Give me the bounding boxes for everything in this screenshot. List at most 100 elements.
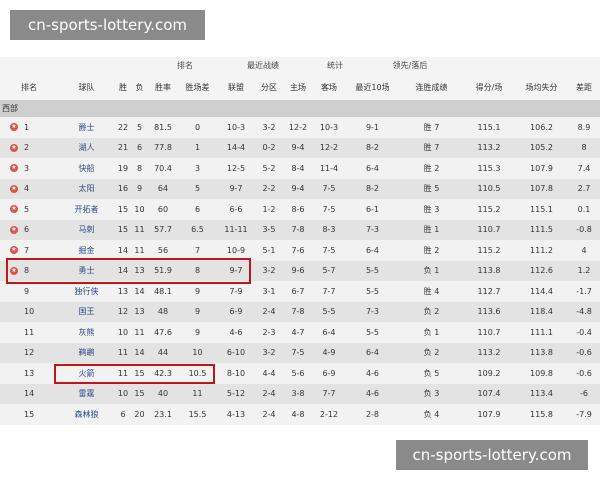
rank-cell: ★ 1	[0, 117, 58, 138]
team-link[interactable]: 灰熊	[58, 322, 115, 343]
stat-cell: 9-6	[283, 260, 313, 281]
column-header[interactable]: 胜场差	[178, 75, 217, 100]
table-row[interactable]: 15 森林狼 6 20 23.1 15.5 4-13 2-4 4-8 2-12 2-8 负 4 107.…	[0, 404, 600, 425]
team-link[interactable]: 爵士	[58, 117, 115, 138]
team-link[interactable]: 火箭	[58, 363, 115, 384]
column-header[interactable]: 球队	[58, 75, 115, 100]
column-header[interactable]: 胜率	[148, 75, 178, 100]
stat-cell: 4-13	[217, 404, 255, 425]
team-link[interactable]: 森林狼	[58, 404, 115, 425]
watermark-top: cn-sports-lottery.com	[10, 10, 205, 40]
stat-cell: 106.2	[515, 117, 568, 138]
team-link[interactable]: 鹈鹕	[58, 342, 115, 363]
column-header[interactable]: 差距	[568, 75, 600, 100]
stat-cell: 114.4	[515, 281, 568, 302]
column-header[interactable]: 负	[131, 75, 148, 100]
table-row[interactable]: 10 国王 12 13 48 9 6-9 2-4 7-8 5-5 7-3 负 2 113.6 118.4-…	[0, 301, 600, 322]
rank-cell: ★ 3	[0, 158, 58, 179]
table-row[interactable]: 12 鹈鹕 11 14 44 10 6-10 3-2 7-5 4-9 6-4 负 2 113.2 113.…	[0, 342, 600, 363]
stat-cell: 2-8	[345, 404, 400, 425]
table-row[interactable]: ★ 8 勇士 14 13 51.9 8 9-7 3-2 9-6 5-7 5-5 负 1 113.8 112.…	[0, 260, 600, 281]
team-link[interactable]: 马刺	[58, 219, 115, 240]
table-row[interactable]: ★ 5 开拓者 15 10 60 6 6-6 1-2 8-6 7-5 6-1 胜 3 115.2 115.1…	[0, 199, 600, 220]
stat-cell: 7-7	[313, 281, 345, 302]
stat-cell: 0.1	[568, 199, 600, 220]
team-link[interactable]: 独行侠	[58, 281, 115, 302]
highlight-box-warriors	[6, 258, 251, 284]
stat-cell: 9	[178, 322, 217, 343]
stat-cell: 48.1	[148, 281, 178, 302]
table-row[interactable]: ★ 6 马刺 15 11 57.7 6.5 11-11 3-5 7-8 8-3 7-3 胜 1 110.7…	[0, 219, 600, 240]
stat-cell: 6-7	[283, 281, 313, 302]
stat-cell: 110.7	[463, 219, 515, 240]
stat-cell: 22	[115, 117, 131, 138]
stat-cell: 40	[148, 383, 178, 404]
stat-cell: 81.5	[148, 117, 178, 138]
team-link[interactable]: 湖人	[58, 137, 115, 158]
stat-cell: 4-9	[313, 342, 345, 363]
column-header[interactable]: 主场	[283, 75, 313, 100]
stat-cell: 2-3	[255, 322, 283, 343]
team-link[interactable]: 快船	[58, 158, 115, 179]
column-header[interactable]: 得分/场	[463, 75, 515, 100]
column-header[interactable]: 分区	[255, 75, 283, 100]
stat-cell: 10-9	[217, 240, 255, 261]
stat-cell: 胜 4	[400, 281, 463, 302]
rank-cell: ★ 8	[0, 260, 58, 281]
stat-cell: 15	[131, 363, 148, 384]
stat-cell: 1	[178, 137, 217, 158]
table-row[interactable]: ★ 2 湖人 21 6 77.8 1 14-4 0-2 9-4 12-2 8-2 胜 7 113.2 105…	[0, 137, 600, 158]
column-header[interactable]: 最近10场	[345, 75, 400, 100]
stat-cell: 5-12	[217, 383, 255, 404]
stat-cell: 115.1	[515, 199, 568, 220]
column-group-header: 排名 最近战绩 统计 领先/落后	[0, 57, 600, 75]
team-link[interactable]: 雷霆	[58, 383, 115, 404]
stat-cell: 5-5	[345, 281, 400, 302]
stat-cell: 9	[178, 281, 217, 302]
table-row[interactable]: 11 灰熊 10 11 47.6 9 4-6 2-3 4-7 6-4 5-5 负 1 110.7 111.…	[0, 322, 600, 343]
table-row[interactable]: ★ 1 爵士 22 5 81.5 0 10-3 3-2 12-2 10-3 9-1 胜 7 115.1 10…	[0, 117, 600, 138]
stat-cell: 5-7	[313, 260, 345, 281]
table-row[interactable]: 9 独行侠 13 14 48.1 9 7-9 3-1 6-7 7-7 5-5 胜 4 112.7 114.…	[0, 281, 600, 302]
stat-cell: 113.2	[463, 342, 515, 363]
table-row[interactable]: 14 雷霆 10 15 40 11 5-12 2-4 3-8 7-7 4-6 负 3 107.4 113.…	[0, 383, 600, 404]
rank-value: 11	[24, 327, 35, 337]
stat-cell: 负 1	[400, 322, 463, 343]
stat-cell: 5-1	[255, 240, 283, 261]
table-row[interactable]: 13 火箭 11 15 42.3 10.5 8-10 4-4 5-6 6-9 4-6 负 5 109.2…	[0, 363, 600, 384]
stat-cell: 1-2	[255, 199, 283, 220]
column-header[interactable]: 排名	[0, 75, 58, 100]
team-link[interactable]: 太阳	[58, 178, 115, 199]
stat-cell: 10-3	[313, 117, 345, 138]
team-link[interactable]: 勇士	[58, 260, 115, 281]
stat-cell: -0.6	[568, 342, 600, 363]
playoff-star-icon: ★	[10, 225, 18, 234]
stat-cell: 14	[115, 240, 131, 261]
rank-value: 7	[24, 245, 30, 255]
team-link[interactable]: 国王	[58, 301, 115, 322]
column-header[interactable]: 联盟	[217, 75, 255, 100]
stat-cell: 负 2	[400, 342, 463, 363]
column-header[interactable]: 胜	[115, 75, 131, 100]
column-header[interactable]: 客场	[313, 75, 345, 100]
team-link[interactable]: 掘金	[58, 240, 115, 261]
rank-value: 2	[24, 143, 30, 153]
stat-cell: 51.9	[148, 260, 178, 281]
stat-cell: 11	[178, 383, 217, 404]
stat-cell: 0-2	[255, 137, 283, 158]
table-row[interactable]: ★ 4 太阳 16 9 64 5 9-7 2-2 9-4 7-5 8-2 胜 5 110.5 107.8 2.…	[0, 178, 600, 199]
stat-cell: 9-7	[217, 260, 255, 281]
stat-cell: 11	[131, 322, 148, 343]
table-row[interactable]: ★ 7 掘金 14 11 56 7 10-9 5-1 7-6 7-5 6-4 胜 2 115.2 111.2…	[0, 240, 600, 261]
stat-cell: 4-6	[345, 363, 400, 384]
table-row[interactable]: ★ 3 快船 19 8 70.4 3 12-5 5-2 8-4 11-4 6-4 胜 2 115.3 107…	[0, 158, 600, 179]
team-link[interactable]: 开拓者	[58, 199, 115, 220]
stat-cell: 15	[131, 383, 148, 404]
column-header[interactable]: 场均失分	[515, 75, 568, 100]
stat-cell: 10.5	[178, 363, 217, 384]
column-header[interactable]: 连胜成绩	[400, 75, 463, 100]
stat-cell: 115.1	[463, 117, 515, 138]
stat-cell: 20	[131, 404, 148, 425]
stat-cell: 8.9	[568, 117, 600, 138]
stat-cell: -1.7	[568, 281, 600, 302]
